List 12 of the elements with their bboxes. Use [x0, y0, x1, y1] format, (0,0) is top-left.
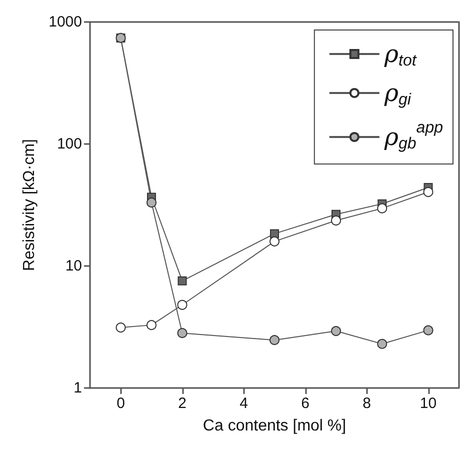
y-axis-title: Resistivity [kΩ·cm]	[21, 139, 38, 271]
y-tick-label: 1000	[48, 14, 82, 30]
x-tick-label: 2	[178, 395, 186, 412]
x-tick-label: 10	[420, 395, 437, 412]
x-tick-label: 6	[301, 395, 310, 412]
y-tick-label: 1	[74, 380, 82, 396]
x-tick-label: 8	[362, 395, 371, 412]
x-tick-label: 0	[116, 395, 125, 412]
x-tick-label: 4	[240, 395, 248, 412]
x-axis-title: Ca contents [mol %]	[202, 418, 346, 434]
y-tick-label: 100	[56, 136, 82, 152]
y-tick-label: 10	[65, 258, 82, 274]
